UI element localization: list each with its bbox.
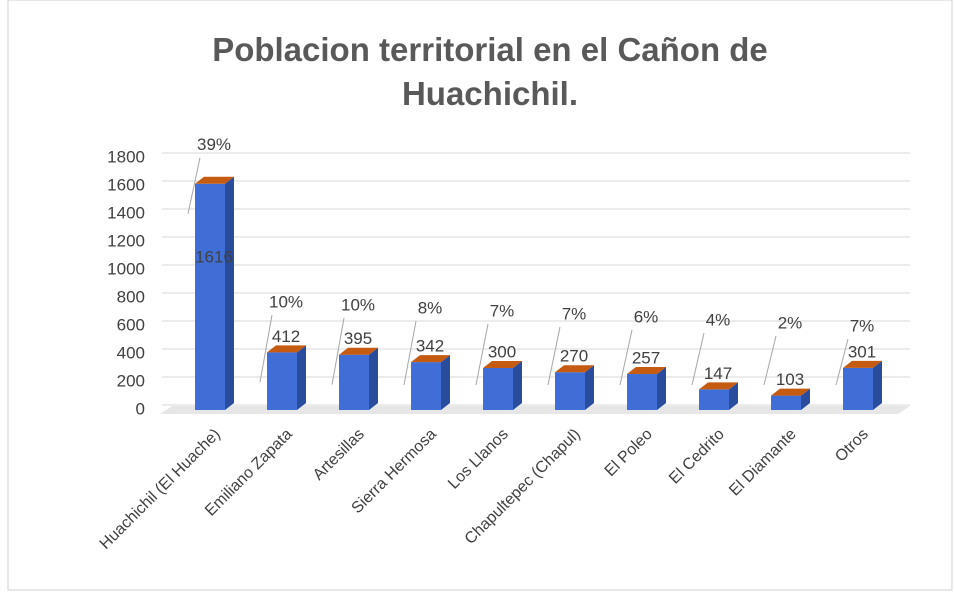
leader-line [187,157,201,214]
leader-line [619,329,633,386]
bar-top [627,367,666,375]
y-tick-label: 1000 [107,259,145,278]
percent-label: 4% [706,310,731,329]
bar-front [483,368,513,410]
value-label: 412 [272,327,300,346]
bar-top [843,360,882,368]
bar-side [513,361,522,410]
y-tick-label: 0 [136,399,145,418]
value-label: 301 [848,342,876,361]
bar-side [225,176,234,410]
bar [843,360,882,410]
bar-side [441,355,450,410]
bar-side [657,367,666,410]
bar-top [555,365,594,373]
bar [699,382,738,410]
bar-side [369,347,378,410]
x-tick-label: Artesillas [310,426,368,484]
value-label: 270 [560,347,588,366]
bar [411,355,450,410]
y-tick-label: 600 [117,315,145,334]
bar-top [339,347,378,355]
value-label: 395 [344,329,372,348]
percent-label: 39% [197,135,231,154]
percent-label: 10% [269,292,303,311]
bar-top [411,355,450,363]
x-tick-label: El Diamante [726,426,800,500]
y-tick-label: 1800 [107,147,145,166]
bar-top [195,176,234,184]
x-tick-label: Otros [832,426,872,466]
percent-label: 8% [418,298,443,317]
leader-line [403,320,417,386]
percent-label: 2% [778,313,803,332]
percent-label: 7% [490,301,515,320]
x-tick-label: El Cedrito [666,426,728,488]
bar [771,388,810,410]
bar-side [801,388,810,410]
value-label: 103 [776,370,804,389]
bar-top [267,345,306,353]
value-label: 300 [488,342,516,361]
y-tick-label: 400 [117,343,145,362]
frame [7,0,953,591]
bar-front [627,374,657,410]
y-tick-label: 200 [117,371,145,390]
value-label: 1616 [195,247,233,266]
x-tick-label: Los Llanos [445,426,512,493]
bar [555,365,594,410]
bar [627,367,666,410]
percent-label: 7% [850,316,875,335]
leader-line [835,338,849,386]
x-tick-label: Chapultepec (Chapul) [462,426,584,548]
bar-front [339,354,369,410]
y-tick-label: 1600 [107,175,145,194]
bar-side [585,365,594,410]
bar-front [195,183,225,410]
bar-side [729,382,738,410]
bar-front [555,372,585,410]
bar-top [771,388,810,396]
bar [483,361,522,410]
value-label: 147 [704,364,732,383]
leader-line [259,314,273,383]
bar [339,347,378,410]
bar-front [843,367,873,410]
x-tick-label: Huachichil (El Huache) [97,426,224,553]
bar-side [873,360,882,410]
x-tick-label: El Poleo [602,426,656,480]
chart-title: Poblacion territorial en el Cañon de Hua… [212,31,768,112]
bar-top [699,382,738,390]
bar [195,176,234,410]
bar-side [297,345,306,410]
leader-line [475,323,489,386]
bar-top [483,361,522,368]
value-label: 257 [632,349,660,368]
bar-front [771,395,801,410]
percent-label: 7% [562,304,587,323]
y-tick-label: 1200 [107,231,145,250]
bar-front [267,352,297,410]
leader-line [691,332,705,386]
leader-line [331,317,345,385]
y-tick-label: 1400 [107,203,145,222]
percent-label: 10% [341,295,375,314]
leader-line [547,326,561,386]
y-tick-label: 800 [117,287,145,306]
percent-label: 6% [634,307,659,326]
leader-line [763,335,777,386]
bar [267,345,306,410]
bar-front [411,362,441,410]
value-label: 342 [416,337,444,356]
bar-front [699,389,729,410]
